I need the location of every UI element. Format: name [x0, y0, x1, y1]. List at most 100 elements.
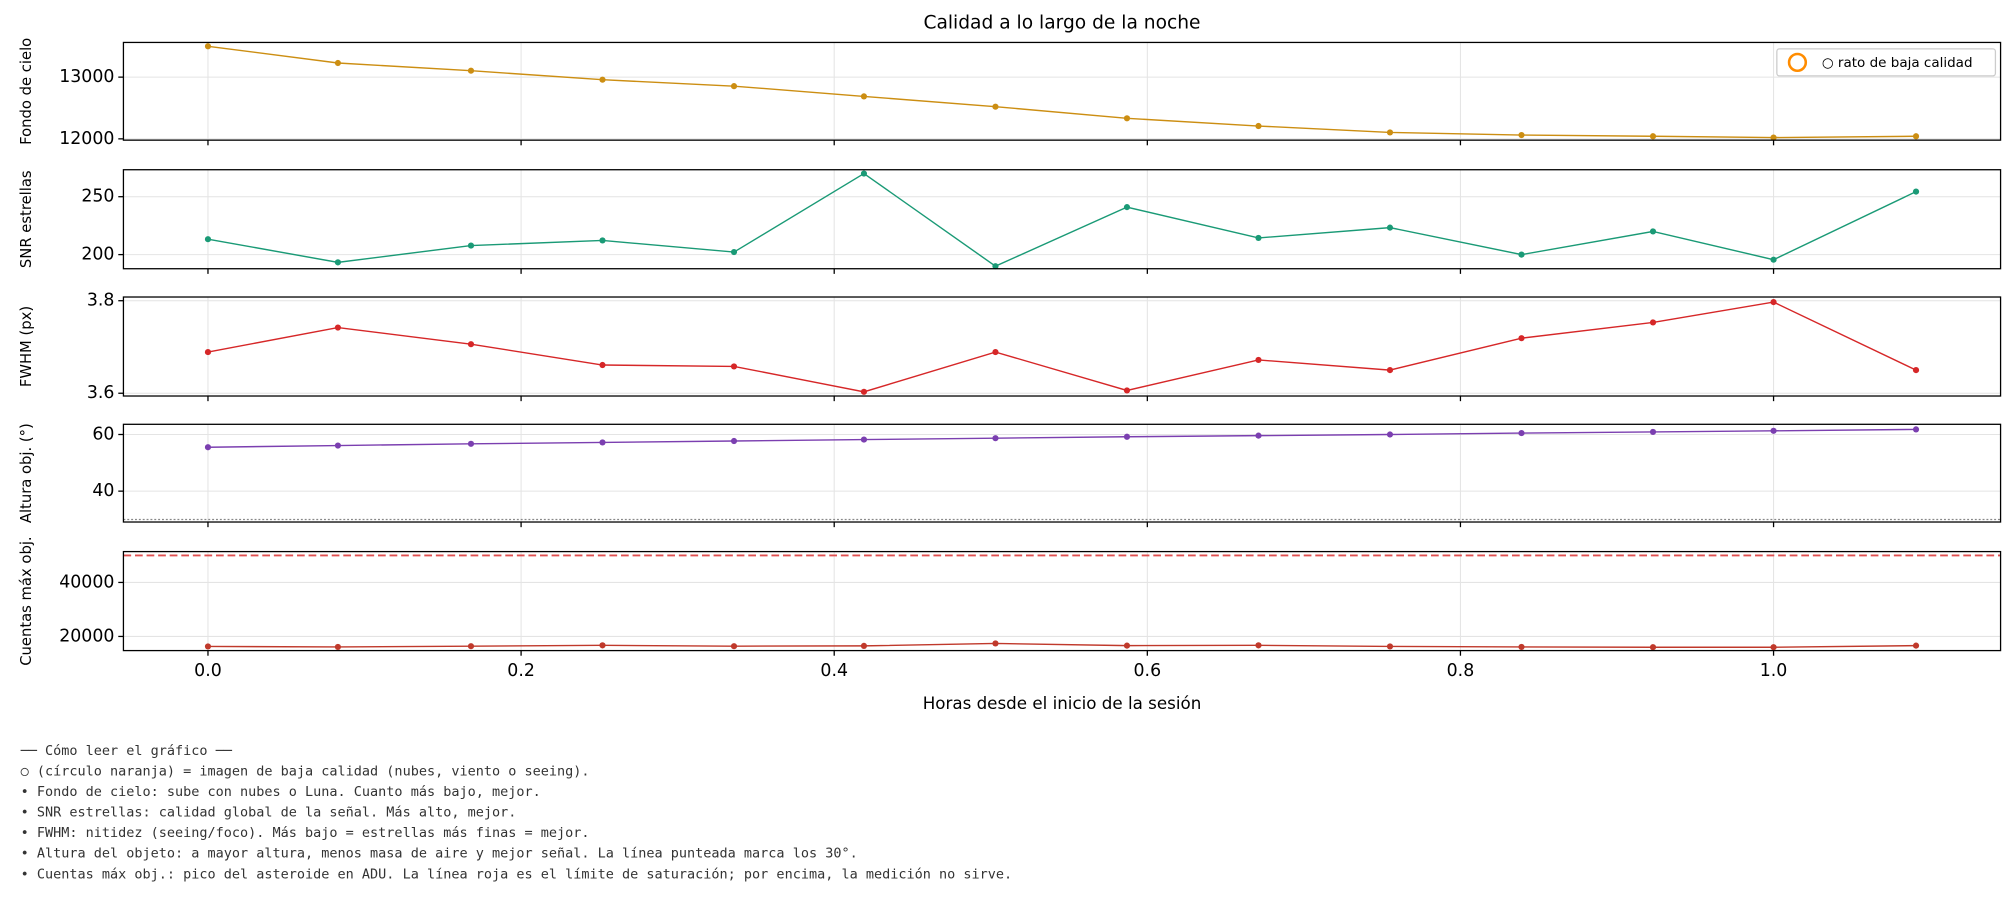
data-point: [1386, 643, 1394, 650]
data-point: [1912, 188, 1920, 195]
data-point: [1123, 433, 1131, 440]
axes-frame: [122, 550, 2002, 652]
x-tick-label: 0.0: [194, 661, 222, 681]
data-point: [334, 259, 342, 266]
data-point: [1255, 432, 1262, 439]
series-line: [207, 172, 1917, 267]
data-point: [730, 248, 738, 256]
data-point: [1912, 367, 1920, 374]
y-tick-label: 3.8: [87, 291, 115, 311]
data-point: [599, 237, 606, 244]
data-point: [599, 76, 606, 83]
data-point: [334, 643, 342, 651]
data-point: [1123, 642, 1131, 649]
data-point: [1518, 643, 1525, 651]
data-point: [992, 435, 999, 442]
y-tick-label: 200: [81, 245, 114, 265]
x-tick-label: 0.6: [1134, 661, 1162, 681]
data-point: [1255, 642, 1262, 649]
data-point: [1770, 427, 1777, 434]
data-point: [992, 263, 999, 270]
y-tick-label: 40000: [59, 572, 114, 592]
y-tick-label: 40: [92, 481, 114, 501]
note-line: ○ (círculo naranja) = imagen de baja cal…: [21, 763, 590, 779]
data-point: [204, 444, 212, 451]
data-point: [1255, 122, 1262, 130]
data-point: [467, 242, 475, 249]
note-line: ── Cómo leer el gráfico ──: [20, 743, 233, 759]
x-axis-label: Horas desde el inicio de la sesión: [923, 693, 1202, 713]
axes-frame: [122, 41, 2002, 141]
data-point: [1386, 224, 1394, 231]
data-point: [1123, 387, 1131, 394]
note-line: • SNR estrellas: calidad global de la se…: [21, 805, 517, 821]
series-line: [207, 301, 1917, 393]
y-axis-label: FWHM (px): [18, 306, 35, 387]
legend-label: ○ rato de baja calidad: [1822, 55, 1973, 71]
x-tick-label: 0.2: [507, 661, 535, 681]
data-point: [1386, 367, 1394, 374]
data-point: [730, 643, 738, 650]
y-tick-label: 60: [92, 424, 114, 444]
data-point: [1912, 642, 1920, 649]
x-tick-label: 0.8: [1447, 661, 1475, 681]
data-point: [992, 103, 999, 110]
data-point: [599, 361, 606, 369]
data-point: [599, 642, 606, 649]
data-point: [1123, 204, 1131, 211]
data-point: [992, 348, 999, 356]
data-point: [204, 643, 212, 650]
data-point: [1649, 319, 1657, 326]
data-point: [334, 324, 342, 331]
data-point: [1386, 129, 1394, 136]
data-point: [1770, 299, 1777, 306]
y-tick-label: 13000: [59, 67, 114, 87]
data-point: [1912, 426, 1920, 433]
data-point: [860, 436, 868, 443]
axes-frame: [122, 296, 2002, 397]
y-tick-label: 3.6: [87, 383, 115, 403]
data-point: [1649, 428, 1657, 436]
data-point: [730, 363, 738, 370]
data-point: [1518, 335, 1525, 342]
data-point: [860, 388, 868, 395]
data-point: [204, 348, 212, 356]
data-point: [467, 341, 475, 348]
legend-marker: [1787, 52, 1808, 73]
axes-frame: [122, 423, 2002, 523]
x-tick-label: 0.4: [820, 661, 848, 681]
data-point: [860, 170, 868, 177]
series-line: [207, 45, 1917, 139]
data-point: [860, 93, 868, 100]
data-point: [1386, 431, 1394, 438]
data-point: [1649, 133, 1657, 140]
chart-title: Calidad a lo largo de la noche: [923, 13, 1200, 34]
data-point: [1518, 429, 1525, 437]
y-axis-label: SNR estrellas: [18, 170, 35, 268]
data-point: [730, 83, 738, 90]
data-point: [730, 437, 738, 445]
data-point: [467, 440, 475, 447]
data-point: [1518, 131, 1525, 139]
note-line: • Cuentas máx obj.: pico del asteroide e…: [21, 866, 1013, 882]
data-point: [204, 236, 212, 243]
y-tick-label: 250: [81, 187, 114, 207]
data-point: [860, 642, 868, 649]
data-point: [1518, 251, 1525, 258]
data-point: [1770, 134, 1777, 141]
data-point: [599, 439, 606, 446]
data-point: [204, 43, 212, 50]
data-point: [1770, 644, 1777, 651]
data-point: [992, 640, 999, 647]
data-point: [467, 67, 475, 74]
y-axis-label: Cuentas máx obj.: [18, 536, 35, 665]
legend-box: [1776, 48, 1997, 77]
x-tick-label: 1.0: [1760, 661, 1788, 681]
series-line: [207, 642, 1917, 648]
data-point: [1123, 115, 1131, 122]
data-point: [1255, 234, 1262, 242]
data-point: [1649, 644, 1657, 651]
note-line: • Altura del objeto: a mayor altura, men…: [21, 846, 858, 862]
